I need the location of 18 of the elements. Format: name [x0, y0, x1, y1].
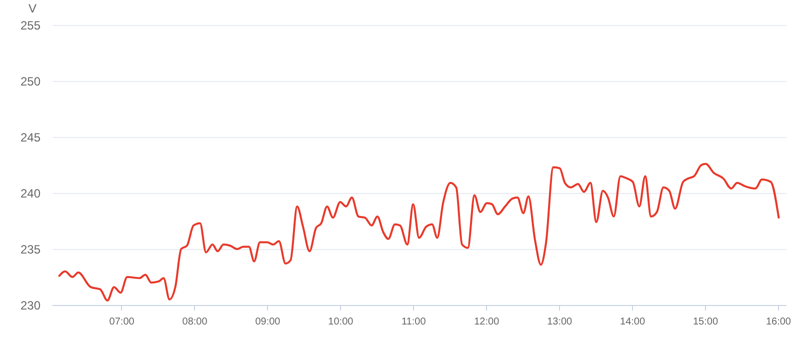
x-tick-label: 07:00: [109, 316, 135, 328]
x-tick-label: 08:00: [182, 316, 208, 328]
line-series: [58, 162, 780, 302]
x-tick-label: 13:00: [547, 316, 573, 328]
y-tick-label: 250: [20, 74, 41, 88]
x-tick-label: 11:00: [402, 316, 426, 328]
y-axis-title: V: [28, 2, 37, 16]
y-tick-label: 255: [20, 18, 41, 32]
y-tick-label: 245: [20, 130, 41, 144]
y-tick-label: 230: [20, 298, 41, 312]
x-tick-label: 09:00: [255, 316, 281, 328]
x-tick-label: 10:00: [328, 316, 354, 328]
y-tick-label: 240: [20, 186, 41, 200]
y-tick-label: 235: [20, 242, 41, 256]
x-tick-label: 15:00: [692, 316, 718, 328]
x-tick-label: 16:00: [766, 316, 792, 328]
x-tick-label: 12:00: [474, 316, 500, 328]
x-tick-label: 14:00: [620, 316, 646, 328]
